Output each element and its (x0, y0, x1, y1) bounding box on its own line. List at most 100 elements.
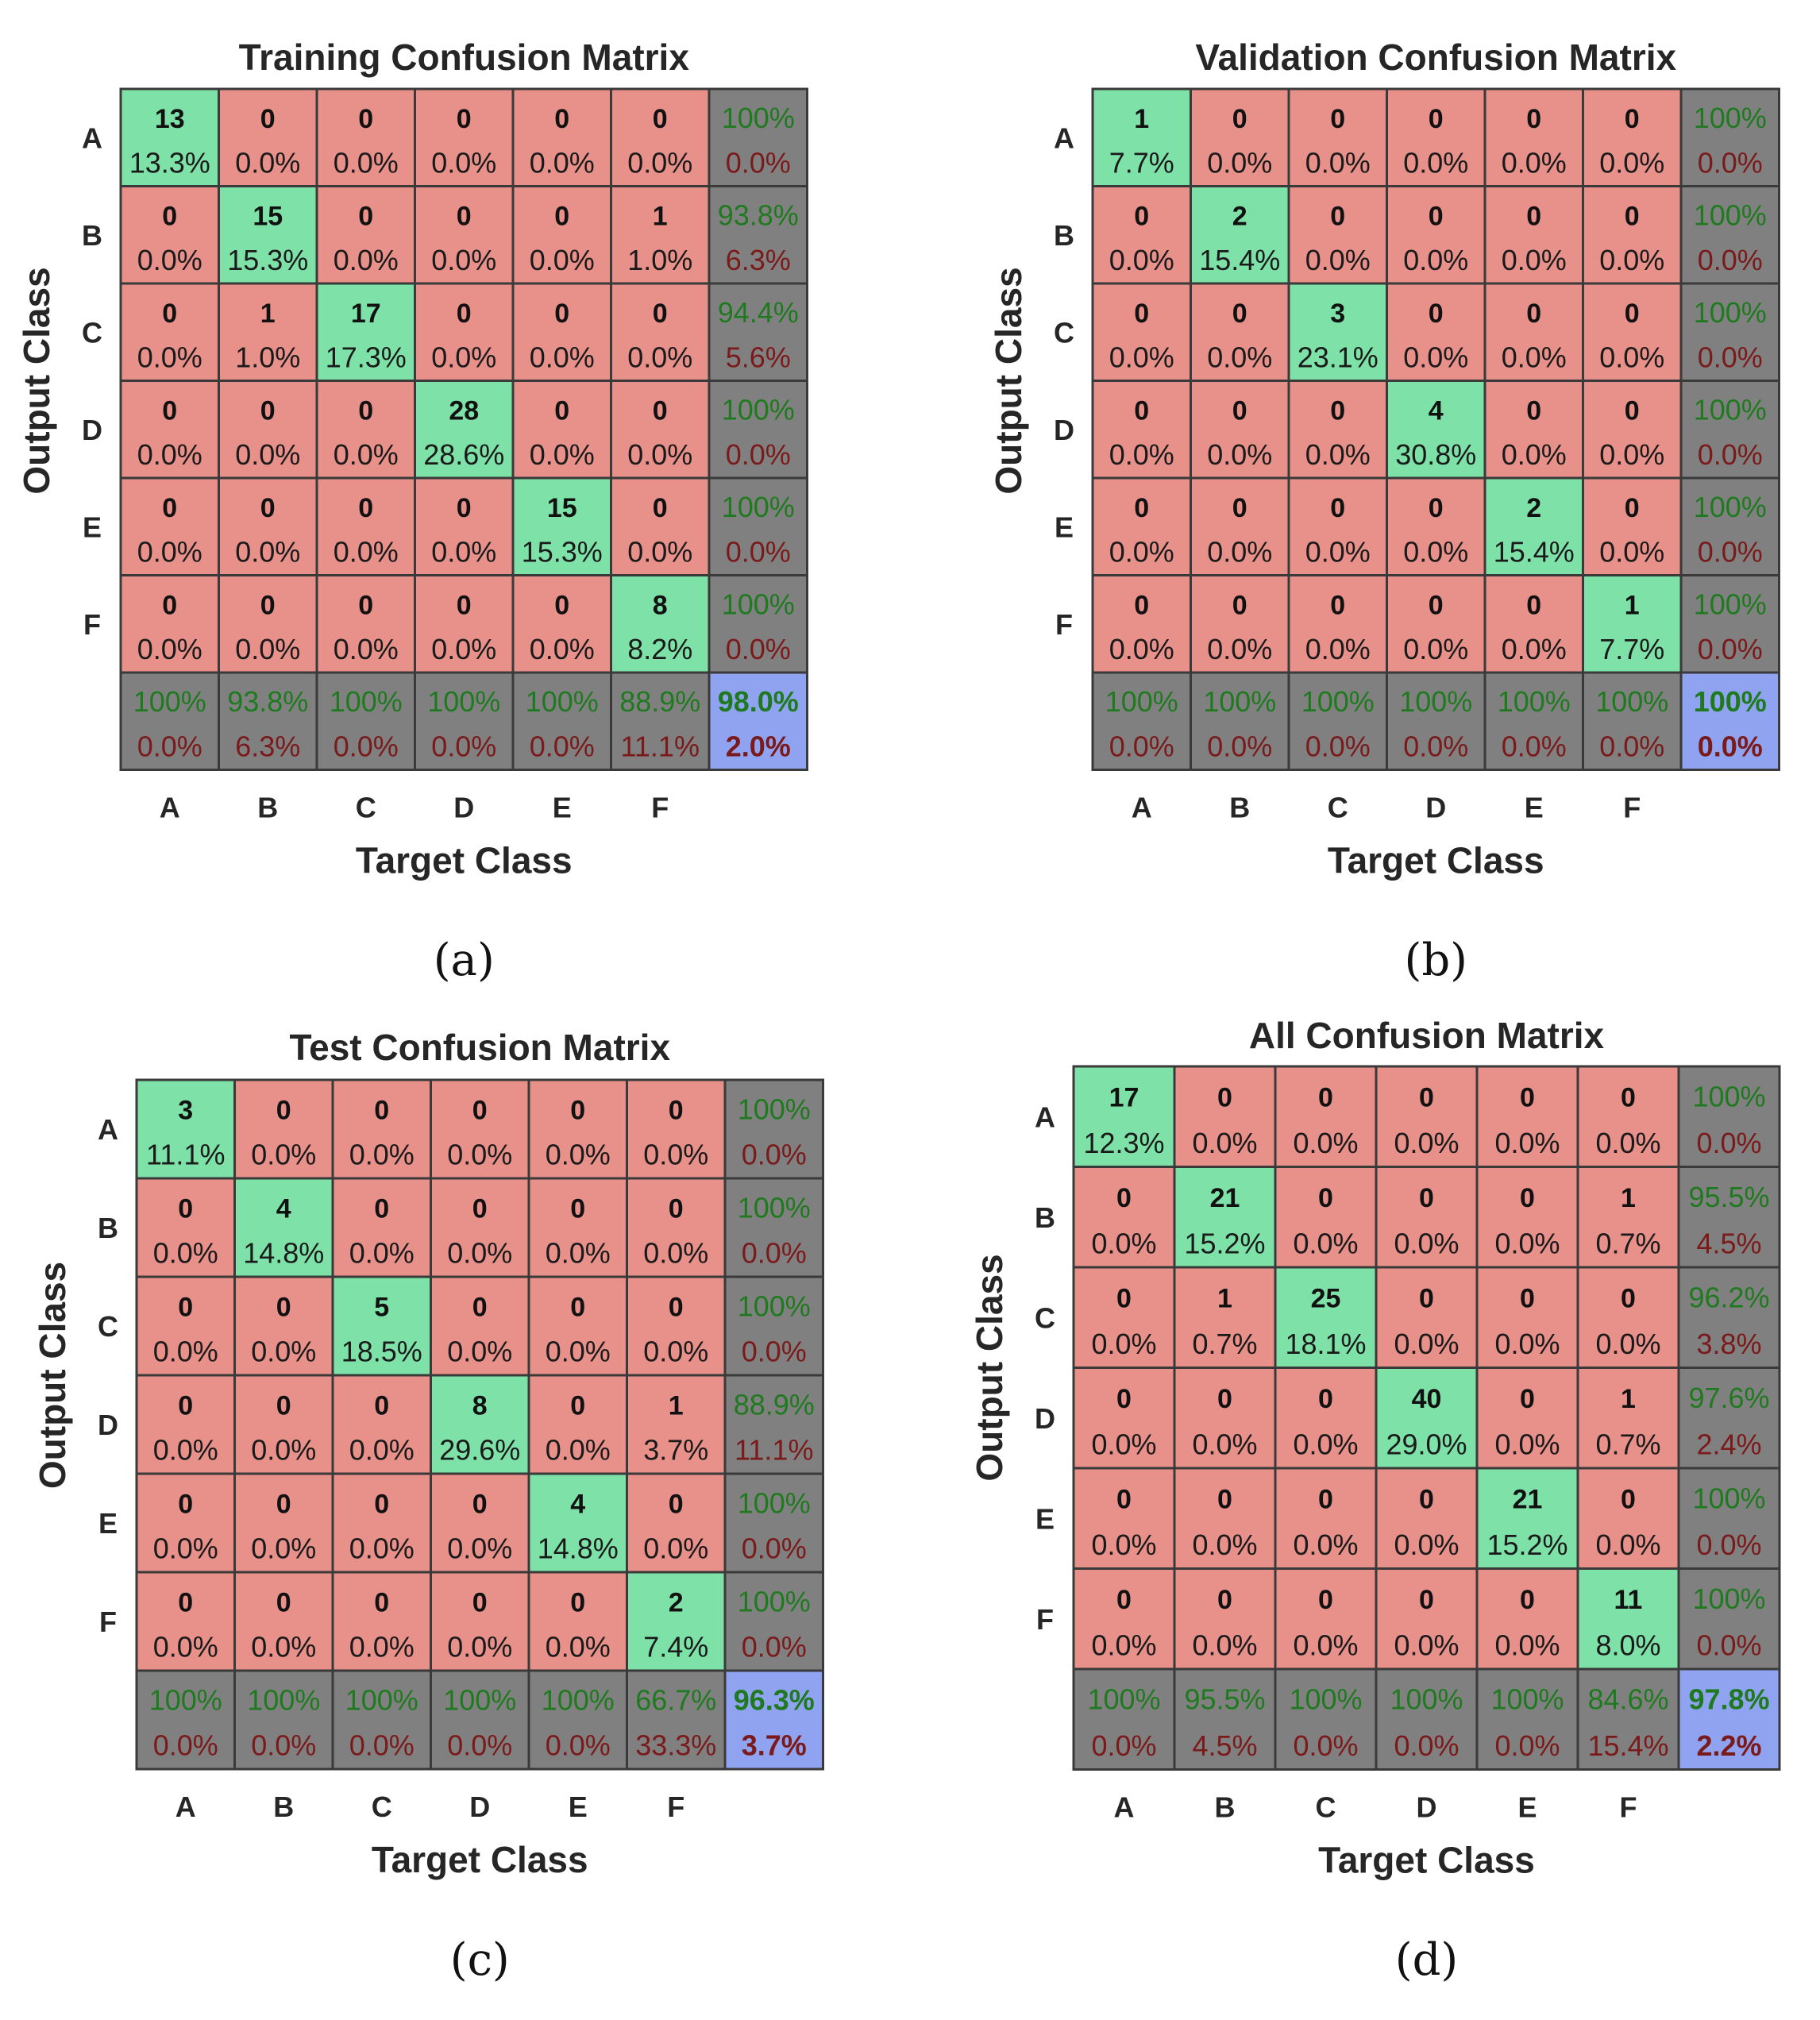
cell-count: 0 (554, 591, 569, 621)
cell-count: 0 (1526, 202, 1541, 232)
cell-percent: 0.0% (1293, 1528, 1358, 1561)
summary-cell (1679, 380, 1780, 480)
column-error-rate: 0.0% (1599, 730, 1664, 762)
cell-percent: 0.7% (1192, 1328, 1257, 1360)
row-tick-label: B (82, 219, 102, 252)
summary-cell (315, 671, 416, 771)
row-error-rate: 0.0% (1696, 1629, 1761, 1661)
cell-percent: 15.2% (1184, 1227, 1265, 1259)
cell-percent: 28.6% (423, 438, 504, 471)
column-recall: 100% (247, 1684, 320, 1717)
column-tick-label: E (1517, 1791, 1537, 1824)
cell-percent: 0.0% (1293, 1629, 1358, 1661)
column-error-rate: 0.0% (1502, 730, 1567, 762)
cell-percent: 0.0% (1305, 146, 1371, 179)
correct-cell (1287, 282, 1388, 382)
cell-count: 0 (1429, 104, 1444, 134)
error-cell (626, 1275, 727, 1377)
cell-percent: 0.0% (153, 1336, 218, 1368)
cell-percent: 15.4% (1494, 535, 1575, 568)
cell-percent: 0.0% (1599, 244, 1664, 276)
error-cell (527, 1078, 628, 1180)
row-tick-label: A (98, 1113, 118, 1146)
cell-percent: 0.0% (1109, 438, 1174, 471)
column-recall: 100% (1390, 1683, 1463, 1716)
column-error-rate: 0.0% (153, 1729, 218, 1762)
column-tick-label: C (1316, 1791, 1336, 1824)
cell-percent: 15.3% (522, 535, 603, 568)
cell-count: 2 (1232, 202, 1247, 232)
correct-cell (1072, 1065, 1176, 1168)
cell-count: 0 (653, 396, 668, 426)
confusion-matrix-panel-1: Training Confusion Matrix 13 13.3% 0 0.0% 0 0.… (16, 37, 808, 986)
cell-count: 0 (1520, 1384, 1535, 1414)
cell-percent: 0.0% (643, 1139, 708, 1171)
cell-count: 0 (276, 1588, 291, 1618)
row-error-rate: 11.1% (735, 1434, 813, 1467)
cell-percent: 0.0% (1502, 146, 1567, 179)
error-cell (331, 1472, 432, 1574)
cell-count: 0 (260, 493, 276, 523)
cell-count: 0 (570, 1391, 585, 1421)
column-error-rate: 0.0% (1494, 1729, 1560, 1762)
column-tick-label: C (372, 1791, 392, 1823)
cell-count: 0 (669, 1490, 684, 1520)
cell-count: 0 (1625, 396, 1640, 426)
error-cell (135, 1571, 236, 1672)
cell-count: 0 (554, 202, 569, 232)
cell-count: 3 (178, 1096, 193, 1126)
cell-count: 0 (1625, 202, 1640, 232)
cell-count: 1 (1134, 104, 1149, 134)
cell-count: 0 (669, 1293, 684, 1323)
cell-count: 0 (162, 493, 177, 523)
cell-percent: 7.4% (643, 1631, 708, 1663)
correct-cell (119, 87, 220, 187)
error-cell (1386, 574, 1486, 674)
cell-count: 0 (554, 104, 569, 134)
row-error-rate: 0.0% (1698, 633, 1763, 665)
cell-percent: 0.0% (643, 1237, 708, 1270)
x-axis-label: Target Class (1328, 840, 1544, 881)
cell-percent: 0.0% (1305, 633, 1371, 665)
error-cell (315, 185, 416, 285)
overall-accuracy: 100% (1694, 685, 1767, 718)
row-error-rate: 0.0% (742, 1139, 807, 1171)
cell-count: 0 (358, 493, 373, 523)
cell-count: 17 (1109, 1083, 1139, 1113)
error-cell (1483, 380, 1584, 480)
cell-percent: 0.0% (251, 1336, 316, 1368)
cell-count: 0 (276, 1096, 291, 1126)
cell-percent: 30.8% (1395, 438, 1476, 471)
cell-percent: 0.0% (1595, 1127, 1660, 1159)
row-tick-label: D (1054, 414, 1074, 446)
column-tick-label: A (1132, 792, 1152, 824)
error-cell (135, 1472, 236, 1574)
column-recall: 100% (1498, 685, 1571, 718)
cell-percent: 0.0% (643, 1532, 708, 1565)
row-error-rate: 0.0% (1698, 535, 1763, 568)
error-cell (430, 1275, 530, 1377)
row-precision: 100% (722, 394, 795, 426)
cell-percent: 0.0% (251, 1532, 316, 1565)
column-tick-label: F (1623, 792, 1641, 824)
cell-percent: 0.0% (235, 146, 300, 179)
error-cell (1475, 1367, 1579, 1470)
cell-count: 1 (1621, 1384, 1636, 1414)
correct-cell (135, 1078, 236, 1180)
cell-count: 0 (1134, 396, 1149, 426)
cell-count: 0 (1419, 1284, 1434, 1314)
cell-percent: 0.0% (1207, 535, 1272, 568)
column-tick-label: D (1425, 792, 1446, 824)
summary-cell (1677, 1467, 1781, 1570)
cell-count: 40 (1412, 1384, 1442, 1414)
error-cell (1475, 1065, 1579, 1168)
row-error-rate: 0.0% (742, 1237, 807, 1270)
row-precision: 100% (722, 588, 795, 621)
column-error-rate: 0.0% (431, 730, 496, 762)
summary-cell (1475, 1667, 1579, 1771)
row-precision: 95.5% (1688, 1181, 1769, 1213)
column-recall: 100% (1399, 685, 1472, 718)
column-recall: 95.5% (1184, 1683, 1265, 1716)
error-cell (218, 380, 318, 480)
error-cell (1274, 1467, 1378, 1570)
